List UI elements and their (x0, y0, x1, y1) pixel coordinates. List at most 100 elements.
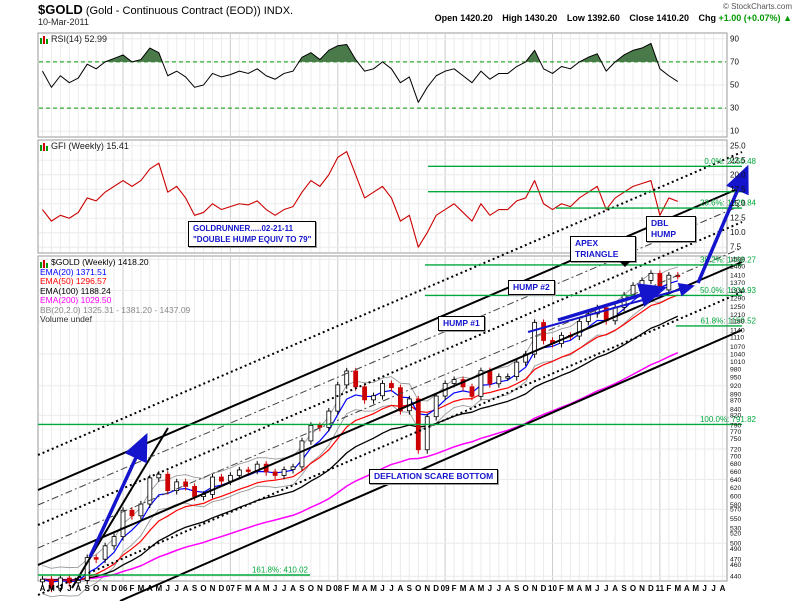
tick-label: 09 (441, 584, 450, 593)
tick-label: A (147, 584, 153, 593)
tick-label: 50 (730, 81, 739, 90)
tick-label: 620 (730, 485, 742, 492)
copyright: © StockCharts.com (722, 2, 792, 11)
tick-label: 920 (730, 383, 742, 390)
tick-label: M (567, 584, 574, 593)
fib-label: 50.0%: 1304.93 (700, 286, 757, 295)
tick-label: A (612, 584, 618, 593)
tick-label: 1140 (730, 328, 745, 335)
tick-label: 1500 (730, 257, 745, 264)
fib-label: 161.8%: 410.02 (252, 566, 309, 575)
tick-label: F (237, 584, 242, 593)
tick-label: 890 (730, 392, 742, 399)
tick-label: F (452, 584, 457, 593)
gfi-series (42, 151, 678, 248)
legend-item: EMA(200) 1029.50 (40, 295, 112, 305)
tick-label: 1010 (730, 359, 745, 366)
tick-label: 870 (730, 397, 742, 404)
hump1-label: HUMP #1 (443, 318, 480, 328)
tick-label: 550 (730, 516, 742, 523)
rsi-indicator-icon (40, 36, 48, 44)
deflation-scare-note: DEFLATION SCARE BOTTOM (369, 469, 499, 484)
tick-label: 820 (730, 413, 742, 420)
tick-label: O (93, 584, 99, 593)
tick-label: 7.5 (730, 243, 742, 252)
x-axis-labels: A M J J A S O N D 06 F M A M J J A S O N D 07 F M A M J J A S O N D 08 F M A… (40, 584, 726, 593)
tick-label: A (576, 584, 582, 593)
fib-retracement: 0.0%: 2150.48 23.6%: 1829.84 38.2%: 1468.2… (38, 157, 757, 576)
tick-label: 520 (730, 530, 742, 537)
tick-label: J (174, 584, 178, 593)
tick-label: F (666, 584, 671, 593)
tick-label: M (674, 584, 681, 593)
tick-label: D (326, 584, 332, 593)
tick-label: 11 (656, 584, 665, 593)
tick-label: 440 (730, 574, 742, 581)
legend-item: $GOLD (Weekly) 1418.20 (51, 257, 149, 267)
blue-arrow (527, 283, 695, 333)
tick-label: 22.5 (730, 156, 746, 165)
chg-label: Chg (698, 13, 717, 23)
blue-arrow (696, 164, 749, 284)
tick-label: A (40, 584, 46, 593)
title-rest: (Gold - Continuous Contract (EOD)) INDX. (82, 5, 294, 17)
tick-label: 580 (730, 502, 742, 509)
tick-label: 10 (548, 584, 557, 593)
legend-item: Volume undef (40, 314, 92, 324)
dbl-hump-label: DBL HUMP (651, 218, 677, 239)
y-axis-labels: 90 70 50 30 10 25.0 22.5 20.0 17.5 15.0 12.5 10.0 7.… (730, 34, 746, 580)
tick-label: S (192, 584, 198, 593)
tick-label: 1290 (730, 296, 745, 303)
legend-item: EMA(100) 1188.24 (40, 285, 111, 296)
tick-label: 1460 (730, 264, 745, 271)
high-label: High (502, 13, 523, 23)
legend-item: EMA(50) 1296.57 (40, 276, 107, 286)
tick-label: 840 (730, 407, 742, 414)
tick-label: N (424, 584, 430, 593)
tick-label: N (639, 584, 645, 593)
tick-label: M (478, 584, 485, 593)
open-value: 1420.20 (460, 13, 493, 23)
tick-label: 680 (730, 461, 742, 468)
hump2-note: HUMP #2 (508, 280, 555, 295)
tick-label: 12.5 (730, 214, 746, 223)
tick-label: J (488, 584, 492, 593)
tick-label: M (155, 584, 162, 593)
fib-label: 23.6%: 1829.84 (700, 199, 757, 208)
fib-label: 61.8%: 1159.52 (701, 316, 757, 325)
annotation-arrows (88, 164, 749, 558)
tick-label: S (85, 584, 91, 593)
tick-label: J (711, 584, 715, 593)
tick-label: M (585, 584, 592, 593)
tick-label: 70 (730, 57, 739, 66)
goldrunner-note: GOLDRUNNER.....02-21-11 "DOUBLE HUMP EQU… (188, 221, 317, 247)
tick-label: 530 (730, 525, 742, 532)
tick-label: 25.0 (730, 141, 746, 150)
tick-label: A (469, 584, 475, 593)
tick-label: 720 (730, 446, 742, 453)
ohlc-readout: Open 1420.20 High 1430.20 Low 1392.60 Cl… (428, 13, 792, 23)
low-label: Low (566, 13, 585, 23)
high-value: 1430.20 (524, 13, 558, 23)
open-label: Open (434, 13, 458, 23)
tick-label: 570 (730, 507, 742, 514)
dbl-hump-note: DBL HUMP (646, 216, 696, 242)
tick-label: A (254, 584, 260, 593)
goldrunner-line2: "DOUBLE HUMP EQUIV TO 79" (193, 235, 312, 244)
blue-arrow (557, 283, 668, 322)
goldrunner-line1: GOLDRUNNER.....02-21-11 (193, 224, 294, 233)
gfi-panel-label: GFI (Weekly) 15.41 (51, 141, 129, 151)
tick-label: A (398, 584, 404, 593)
tick-label: J (273, 584, 277, 593)
tick-label: D (111, 584, 117, 593)
tick-label: D (541, 584, 547, 593)
tick-label: M (48, 584, 55, 593)
tick-label: J (58, 584, 62, 593)
tick-label: M (263, 584, 270, 593)
tick-label: J (604, 584, 608, 593)
tick-label: 1410 (730, 273, 745, 280)
apex-triangle-note: APEX TRIANGLE (570, 236, 636, 267)
tick-label: M (138, 584, 145, 593)
tick-label: 980 (730, 367, 742, 374)
